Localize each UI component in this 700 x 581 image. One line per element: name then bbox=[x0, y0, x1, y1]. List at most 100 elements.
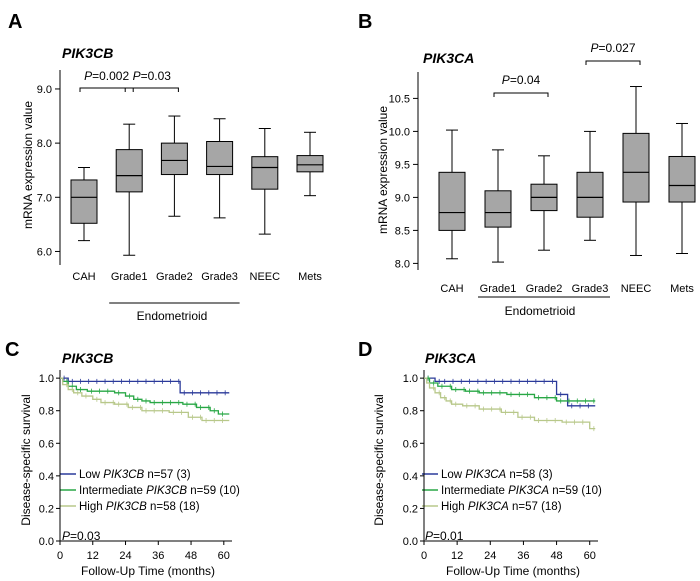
x-tick-label-grade1: Grade1 bbox=[480, 283, 517, 295]
x-tick-label-cah: CAH bbox=[72, 271, 95, 283]
pvalue-number: =0.04 bbox=[510, 73, 541, 87]
panel-d-title: PIK3CA bbox=[425, 350, 476, 366]
y-tick-label: 8.5 bbox=[395, 225, 410, 237]
panel-letter-b: B bbox=[358, 11, 372, 33]
x-tick-label: 48 bbox=[185, 550, 197, 562]
panel-d-pvalue: P=0.01 bbox=[425, 529, 464, 543]
legend-gene: PIK3CA bbox=[508, 485, 549, 497]
box-grade2 bbox=[160, 142, 188, 176]
x-tick-label-grade2: Grade2 bbox=[526, 283, 563, 295]
y-tick-label: 7.0 bbox=[37, 192, 52, 204]
comparison-bracket bbox=[585, 60, 641, 65]
panel-letter-d: D bbox=[358, 339, 372, 361]
comparison-bracket bbox=[493, 92, 549, 97]
panel-a-title: PIK3CB bbox=[62, 45, 113, 61]
legend-prefix: High bbox=[441, 501, 468, 513]
panel-c-plot: 0.0 0.2 0.4 0.6 0.8 1.0 0 12 24 36 48 60 bbox=[39, 370, 232, 562]
panel-letter-c: C bbox=[5, 339, 19, 361]
panel-b-title: PIK3CA bbox=[423, 50, 474, 66]
x-tick-label: 0 bbox=[421, 550, 427, 562]
box-mets bbox=[668, 155, 696, 203]
y-tick-label: 9.0 bbox=[37, 84, 52, 96]
comparison-bracket bbox=[124, 87, 179, 92]
panel-c-ylabel: Disease-specific survival bbox=[19, 394, 33, 525]
panel-a-group-label: Endometrioid bbox=[137, 309, 208, 323]
legend-suffix: n=59 (10) bbox=[549, 485, 602, 497]
panel-c-legend-intermediate: Intermediate PIK3CB n=59 (10) bbox=[79, 485, 240, 497]
km-curve-high bbox=[424, 377, 596, 430]
y-tick-label: 9.0 bbox=[395, 192, 410, 204]
panel-c-pvalue-number: =0.03 bbox=[70, 529, 101, 543]
panel-d-legend-high: High PIK3CA n=57 (18) bbox=[441, 501, 562, 513]
panel-c-title: PIK3CB bbox=[62, 350, 113, 366]
box-grade1 bbox=[484, 190, 512, 228]
x-tick-label-grade3: Grade3 bbox=[572, 283, 609, 295]
x-tick-label-neec: NEEC bbox=[621, 283, 652, 295]
legend-suffix: n=57 (3) bbox=[144, 469, 191, 481]
box-cah bbox=[70, 179, 98, 224]
km-curve-low bbox=[60, 377, 230, 394]
legend-prefix: Intermediate bbox=[79, 485, 146, 497]
panel-letter-a: A bbox=[8, 11, 22, 33]
km-curve-high bbox=[60, 377, 230, 422]
x-tick-label-mets: Mets bbox=[298, 271, 322, 283]
y-tick-label: 0.4 bbox=[403, 471, 418, 483]
box-grade1 bbox=[115, 149, 143, 193]
y-tick-label: 0.6 bbox=[403, 438, 418, 450]
box-cah bbox=[438, 171, 466, 231]
y-tick-label: 0.0 bbox=[403, 536, 418, 548]
y-tick-label: 8.0 bbox=[395, 258, 410, 270]
pvalue-number: =0.002 bbox=[92, 69, 129, 83]
y-tick-label: 9.5 bbox=[395, 159, 410, 171]
x-tick-label-grade3: Grade3 bbox=[201, 271, 238, 283]
y-tick-label: 0.0 bbox=[39, 536, 54, 548]
panel-c-pvalue-prefix: P bbox=[62, 529, 70, 543]
x-tick-label: 0 bbox=[57, 550, 63, 562]
x-tick-label: 36 bbox=[517, 550, 529, 562]
legend-gene: PIK3CB bbox=[106, 501, 147, 513]
km-curve-intermediate bbox=[424, 377, 596, 402]
x-tick-label-grade2: Grade2 bbox=[156, 271, 193, 283]
panel-c-pvalue: P=0.03 bbox=[62, 529, 101, 543]
y-tick-label: 8.0 bbox=[37, 138, 52, 150]
box-grade3 bbox=[206, 141, 234, 176]
chart-marks: 6.0 7.0 8.0 9.0 CAH Grade1 Grade2 Grade3 NEEC Met… bbox=[37, 41, 696, 562]
x-tick-label: 24 bbox=[119, 550, 131, 562]
comparison-pvalue: P=0.04 bbox=[502, 73, 541, 87]
box-grade3 bbox=[576, 171, 604, 218]
x-tick-label: 36 bbox=[152, 550, 164, 562]
legend-gene: PIK3CA bbox=[465, 469, 506, 481]
y-tick-label: 1.0 bbox=[403, 373, 418, 385]
x-tick-label: 12 bbox=[451, 550, 463, 562]
y-tick-label: 10.5 bbox=[389, 93, 410, 105]
y-tick-label: 0.2 bbox=[39, 503, 54, 515]
panel-d-legend-low: Low PIK3CA n=58 (3) bbox=[441, 469, 553, 481]
km-curve-low bbox=[424, 377, 596, 407]
comparison-pvalue: P=0.03 bbox=[133, 69, 172, 83]
panel-b-ylabel: mRNA expression value bbox=[376, 106, 390, 234]
x-tick-label: 60 bbox=[218, 550, 230, 562]
panel-d-legend-intermediate: Intermediate PIK3CA n=59 (10) bbox=[441, 485, 602, 497]
x-tick-label-grade1: Grade1 bbox=[111, 271, 148, 283]
box-neec bbox=[622, 132, 650, 203]
legend-prefix: Low bbox=[441, 469, 465, 481]
legend-gene: PIK3CB bbox=[146, 485, 187, 497]
y-tick-label: 6.0 bbox=[37, 246, 52, 258]
panel-b-group-label: Endometrioid bbox=[505, 304, 576, 318]
x-tick-label-mets: Mets bbox=[670, 283, 694, 295]
pvalue-prefix: P bbox=[133, 69, 141, 83]
panel-c-legend-high: High PIK3CB n=58 (18) bbox=[79, 501, 200, 513]
y-tick-label: 0.4 bbox=[39, 471, 54, 483]
comparison-pvalue: P=0.002 bbox=[84, 69, 129, 83]
panel-d-plot: 0.0 0.2 0.4 0.6 0.8 1.0 0 12 24 36 48 60 bbox=[403, 370, 598, 562]
pvalue-prefix: P bbox=[84, 69, 92, 83]
x-tick-label-neec: NEEC bbox=[250, 271, 281, 283]
panel-d-pvalue-prefix: P bbox=[425, 529, 433, 543]
pvalue-prefix: P bbox=[502, 73, 510, 87]
legend-gene: PIK3CB bbox=[103, 469, 144, 481]
x-tick-label: 60 bbox=[584, 550, 596, 562]
panel-c-xlabel: Follow-Up Time (months) bbox=[81, 564, 215, 578]
y-tick-label: 0.2 bbox=[403, 503, 418, 515]
panel-a-ylabel: mRNA expression value bbox=[21, 101, 35, 229]
